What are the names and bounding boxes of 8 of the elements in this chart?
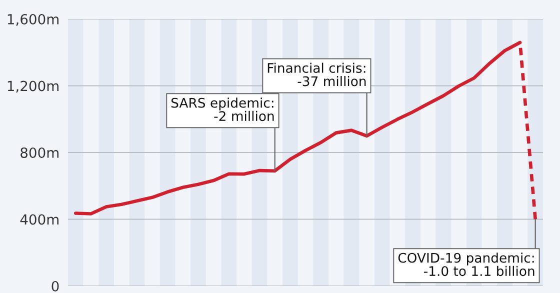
y-tick-label: 400m <box>20 214 58 225</box>
y-tick-label: 1,200m <box>8 80 58 93</box>
annotation: COVID-19 pandemic: -1.0 to 1.1 billion <box>398 252 534 276</box>
y-tick-label: 0 <box>52 280 59 292</box>
y-tick-label: 1,600m <box>8 14 58 26</box>
y-tick-label: 800m <box>20 147 58 158</box>
annotation: Financial crisis: -37 million <box>268 62 366 86</box>
annotation: SARS epidemic: -2 million <box>171 98 274 122</box>
